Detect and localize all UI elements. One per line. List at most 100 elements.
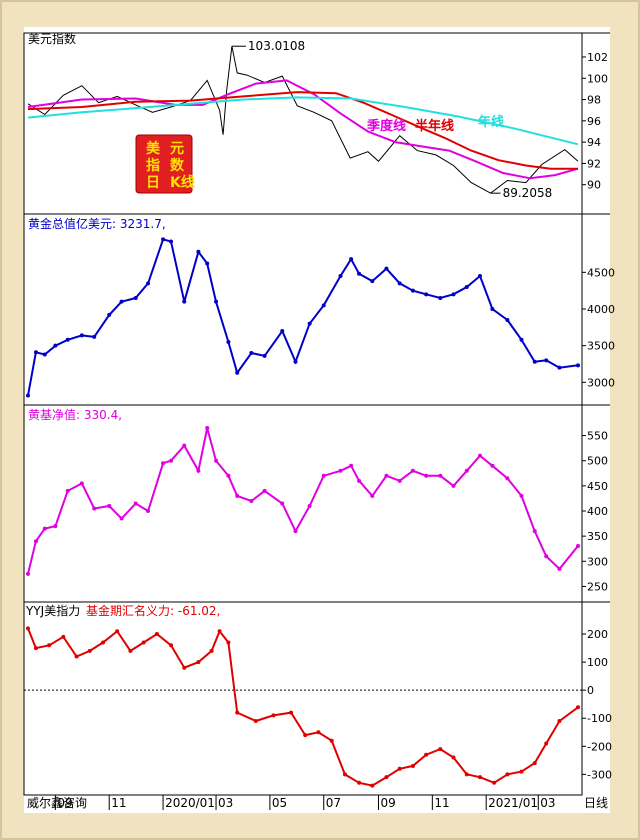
data-point — [438, 473, 443, 478]
data-point — [532, 529, 537, 534]
data-point — [146, 509, 151, 514]
data-point — [79, 481, 84, 486]
data-point — [576, 544, 580, 549]
data-point — [92, 506, 97, 511]
data-point — [576, 363, 580, 368]
x-tick-label: 2020/01 — [165, 796, 215, 810]
data-point — [397, 281, 402, 286]
data-point — [169, 458, 174, 463]
badge-text: 数 — [170, 157, 185, 174]
data-point — [115, 629, 120, 634]
data-point — [33, 646, 38, 651]
data-point — [161, 237, 166, 242]
data-point — [42, 526, 47, 531]
data-point — [438, 747, 443, 752]
data-point — [424, 752, 429, 757]
data-point — [133, 296, 138, 300]
data-point — [464, 285, 469, 289]
data-point — [293, 529, 298, 534]
data-point — [128, 648, 133, 653]
data-point — [410, 288, 415, 293]
data-point — [249, 498, 254, 503]
data-point — [544, 741, 549, 746]
data-point — [519, 769, 524, 774]
data-point — [451, 483, 456, 488]
data-point — [92, 334, 97, 339]
data-point — [397, 766, 402, 771]
data-point — [357, 478, 362, 483]
panel-title: 黄基净值: 330.4, — [28, 407, 122, 422]
data-point — [349, 257, 354, 262]
x-tick-label: 09 — [57, 796, 72, 810]
data-point — [214, 458, 219, 463]
data-point — [154, 632, 159, 637]
series-line — [27, 46, 579, 194]
data-point — [33, 350, 38, 355]
data-point — [141, 640, 146, 645]
y-tick-label: -100 — [587, 712, 612, 725]
badge-text: 指 — [146, 157, 160, 174]
data-point — [519, 337, 524, 342]
data-point — [235, 710, 240, 715]
y-tick-label: 450 — [587, 480, 608, 493]
data-point — [209, 648, 214, 653]
y-tick-label: 96 — [587, 115, 601, 128]
data-point — [338, 274, 343, 278]
data-point — [119, 299, 124, 304]
data-point — [576, 705, 580, 710]
y-tick-label: 102 — [587, 51, 608, 64]
series-line — [27, 96, 579, 146]
data-point — [303, 733, 308, 738]
data-point — [464, 468, 469, 473]
data-point — [182, 443, 187, 448]
badge-text: 元 — [170, 141, 184, 157]
y-tick-label: 90 — [587, 179, 601, 192]
badge-text: 美 — [146, 140, 161, 157]
panel-title: 美元指数 — [28, 31, 76, 46]
y-tick-label: 300 — [587, 555, 608, 568]
y-tick-label: 4500 — [587, 266, 615, 279]
data-point — [169, 239, 174, 244]
x-tick-label: 11 — [111, 796, 126, 810]
data-point — [490, 307, 495, 311]
data-point — [321, 473, 326, 478]
data-point — [107, 312, 112, 317]
data-point — [307, 321, 312, 326]
x-tick-label: 09 — [380, 796, 395, 810]
data-point — [53, 343, 58, 348]
data-point — [289, 710, 294, 715]
data-point — [42, 352, 47, 357]
data-point — [107, 503, 112, 508]
data-point — [478, 453, 483, 458]
period-label: 日线 — [584, 796, 608, 810]
y-tick-label: 400 — [587, 505, 608, 518]
data-point — [253, 719, 258, 724]
data-point — [235, 370, 240, 375]
data-point — [505, 772, 510, 777]
data-point — [196, 468, 201, 473]
x-tick-label: 03 — [218, 796, 233, 810]
data-point — [196, 249, 201, 254]
data-point — [557, 365, 562, 370]
data-point — [87, 648, 92, 653]
panel-title: YYJ美指力 — [25, 603, 80, 618]
data-point — [26, 626, 30, 631]
data-point — [146, 281, 151, 286]
y-tick-label: 200 — [587, 628, 608, 641]
series-line — [27, 238, 579, 396]
x-tick-label: 07 — [326, 796, 341, 810]
data-point — [544, 554, 549, 559]
y-tick-label: 92 — [587, 157, 601, 170]
data-point — [196, 660, 201, 665]
data-point — [338, 468, 343, 473]
y-tick-label: 3500 — [587, 340, 615, 353]
data-point — [384, 266, 389, 271]
badge-text: 日 — [146, 175, 160, 191]
data-point — [410, 763, 415, 768]
y-tick-label: 0 — [587, 684, 594, 697]
data-point — [33, 539, 38, 544]
data-point — [357, 271, 362, 276]
y-tick-label: 250 — [587, 580, 608, 593]
data-point — [217, 629, 222, 634]
data-point — [205, 426, 210, 431]
